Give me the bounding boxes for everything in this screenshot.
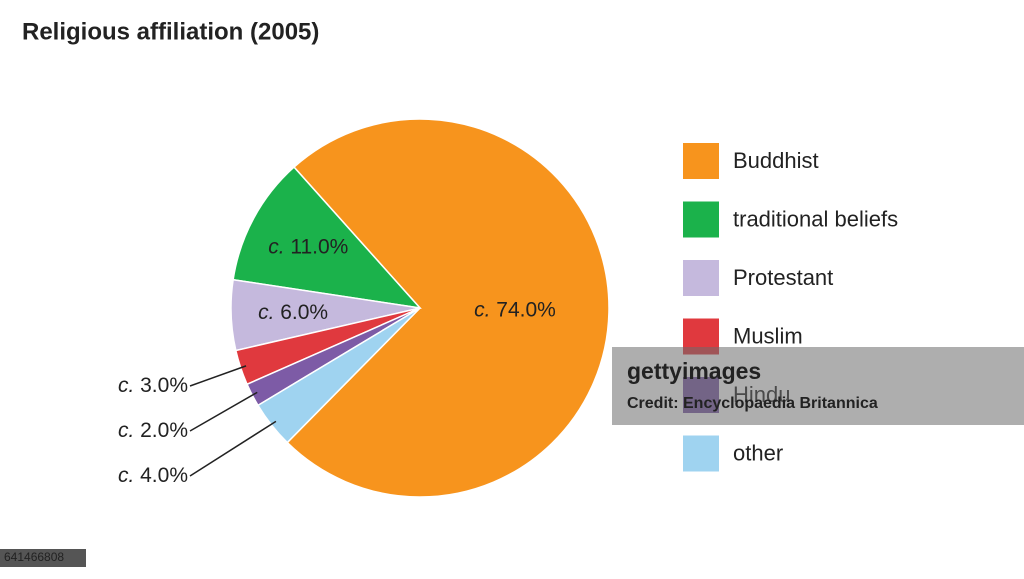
legend-swatch [683, 435, 719, 472]
leader-line [189, 391, 258, 432]
leader-line [189, 420, 277, 477]
legend-label: traditional beliefs [733, 206, 898, 231]
image-id-box [0, 549, 86, 567]
value-label: c. 3.0% [118, 374, 188, 397]
watermark-band [612, 347, 1024, 425]
value-label: c. 11.0% [268, 235, 348, 258]
pie-slice [232, 166, 422, 310]
legend-swatch [683, 143, 719, 179]
watermark-credit: Credit: Encyclopaedia Britannica [627, 395, 878, 412]
legend-label: Protestant [733, 265, 833, 290]
value-label: c. 4.0% [118, 464, 188, 487]
value-label: c. 74.0% [474, 298, 556, 321]
legend-swatch [683, 201, 719, 238]
pie-slice [286, 118, 610, 498]
chart-title: Religious affiliation (2005) [22, 18, 319, 45]
watermark-brand: gettyimages [627, 358, 761, 384]
legend-swatch [683, 260, 719, 296]
legend-label: Buddhist [733, 148, 819, 173]
value-label: c. 2.0% [118, 419, 188, 442]
leader-line [189, 365, 247, 387]
value-label: c. 6.0% [258, 300, 328, 323]
legend-label: Muslim [733, 323, 803, 348]
legend-label: other [733, 440, 783, 465]
image-id: 641466808 [4, 550, 64, 564]
